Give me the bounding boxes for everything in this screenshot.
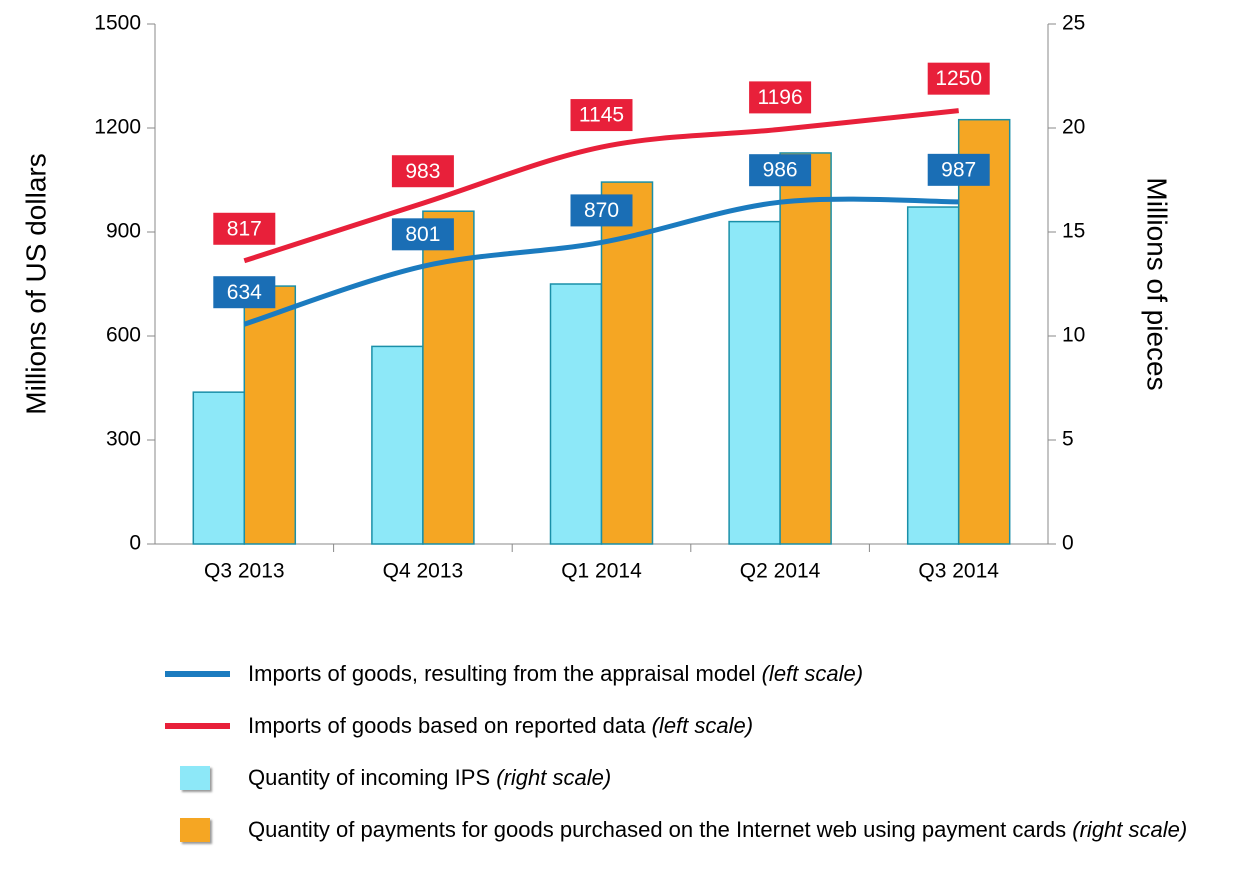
data-label: 1145 [579,104,624,127]
y-tick-label: 1500 [94,12,141,35]
y-axis-title: Millions of US dollars [20,153,51,414]
y2-axis-title: Millions of pieces [1142,177,1173,390]
legend: Imports of goods, resulting from the app… [160,660,1257,868]
y-tick-label: 1200 [94,116,141,139]
y2-tick-label: 20 [1062,116,1085,139]
legend-label: Imports of goods, resulting from the app… [248,661,756,686]
bar [779,152,832,545]
x-tick-label: Q1 2014 [561,560,642,583]
y-tick-label: 900 [106,220,141,243]
y2-tick-label: 15 [1062,220,1085,243]
legend-item: Quantity of payments for goods purchased… [160,816,1257,844]
legend-label: Quantity of payments for goods purchased… [248,817,1067,842]
data-label: 1250 [935,67,982,90]
y2-tick-label: 5 [1062,428,1074,451]
data-label-box [570,194,633,227]
legend-note: (right scale) [496,765,612,790]
bar [957,118,1011,545]
chart: Millions of US dollars Millions of piece… [20,12,1173,583]
data-label-box [391,218,454,251]
legend-note: (left scale) [651,713,754,738]
bar [371,345,424,545]
y2-tick-label: 25 [1062,12,1085,35]
data-label: 634 [227,281,262,304]
y2-tick-label: 10 [1062,324,1085,347]
legend-note: (left scale) [761,661,864,686]
data-label: 870 [584,199,619,222]
data-label: 986 [763,159,798,182]
legend-label: Quantity of incoming IPS [248,765,491,790]
bar [422,210,475,545]
data-label-box [213,276,276,309]
bar [549,283,603,545]
legend-note: (right scale) [1072,817,1188,842]
data-label-box [391,155,454,188]
line [243,196,959,327]
legend-swatch [165,723,230,729]
y-tick-label: 0 [129,532,141,555]
legend-item: Quantity of incoming IPS (right scale) [160,764,1257,792]
data-label: 817 [227,217,262,240]
legend-item: Imports of goods, resulting from the app… [160,660,1257,688]
legend-swatch [165,671,230,677]
x-tick-label: Q3 2013 [204,560,285,583]
data-label: 983 [405,160,440,183]
bar [192,391,246,545]
legend-item: Imports of goods based on reported data … [160,712,1257,740]
legend-swatch [180,766,210,790]
data-label-box [749,81,812,114]
y-tick-label: 600 [106,324,141,347]
data-label-box [927,62,990,95]
x-tick-label: Q3 2014 [918,560,999,583]
data-label-box [213,212,276,245]
bar [243,285,297,545]
line [243,108,959,264]
data-label: 987 [941,158,976,181]
x-tick-label: Q2 2014 [740,560,821,583]
y-tick-label: 300 [106,428,141,451]
x-tick-label: Q4 2013 [383,560,464,583]
data-label: 1196 [758,86,803,109]
y2-tick-label: 0 [1062,532,1074,555]
bar [728,220,781,545]
legend-swatch [180,818,210,842]
data-label: 801 [405,223,440,246]
data-label-box [570,99,633,132]
data-label-box [927,153,990,186]
data-label-box [749,154,812,187]
bar [906,206,960,545]
legend-label: Imports of goods based on reported data [248,713,646,738]
